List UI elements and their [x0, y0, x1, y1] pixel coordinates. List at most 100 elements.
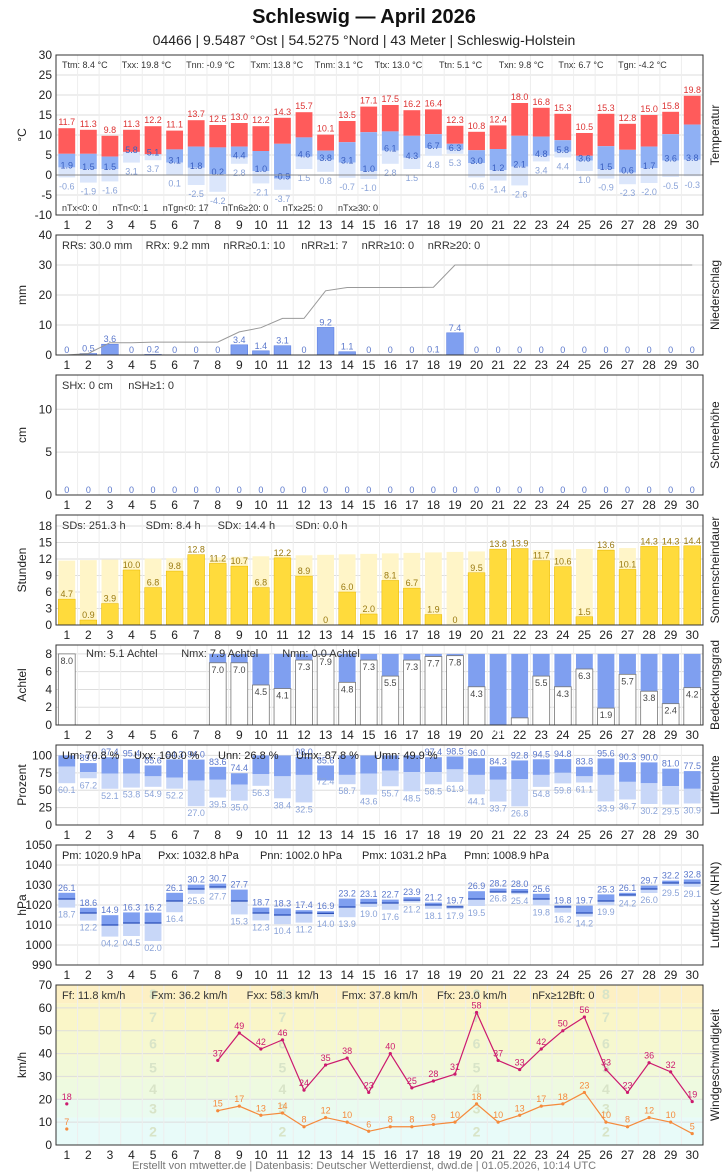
x-tick-label: 15	[362, 1148, 376, 1162]
gust-point	[237, 1031, 241, 1035]
plot-frame	[55, 744, 704, 826]
tmax-label: 12.2	[252, 115, 270, 125]
value-label: 7.8	[449, 658, 462, 668]
max-label: 28.2	[489, 879, 507, 889]
tgmin-label: -0.6	[59, 181, 75, 191]
stat-label: nRR≥0.1: 10	[223, 240, 285, 252]
stat-label: Ttx: 13.0 °C	[375, 60, 423, 70]
x-tick-label: 17	[405, 218, 419, 232]
tgmin-bar	[144, 154, 162, 161]
x-tick-label: 5	[150, 218, 157, 232]
stat-label: Nm: 5.1 Achtel	[86, 648, 158, 660]
gust-label: 35	[321, 1053, 331, 1063]
sun-bar	[424, 614, 443, 626]
tmax-bar	[338, 121, 356, 143]
gust-point	[65, 1102, 69, 1106]
x-tick-label: 5	[150, 1148, 157, 1162]
y-tick-label: 0	[45, 1138, 52, 1152]
min-bar	[295, 913, 313, 923]
x-tick-label: 19	[448, 828, 462, 842]
x-tick-label: 23	[535, 828, 549, 842]
min-bar	[619, 781, 636, 800]
y-tick-label: 12	[39, 552, 53, 566]
x-tick-label: 8	[214, 358, 221, 372]
tmax-label: 12.5	[209, 114, 227, 124]
max-bar	[187, 884, 205, 889]
x-tick-label: 21	[491, 828, 505, 842]
min-label: 18.1	[425, 911, 443, 921]
sun-bar	[79, 619, 98, 626]
x-tick-label: 15	[362, 218, 376, 232]
tgmin-bar	[252, 171, 270, 184]
min-label: 60.1	[58, 785, 76, 795]
gust-label: 58	[472, 1000, 482, 1010]
min-bar	[360, 773, 378, 795]
value-label: 0	[366, 345, 371, 355]
min-label: 67.2	[80, 780, 98, 790]
max-bar	[338, 898, 356, 907]
min-label: 33.9	[597, 803, 615, 813]
value-label: 0	[409, 345, 414, 355]
value-label: 1.1	[341, 342, 354, 352]
beaufort-label: 6	[279, 1035, 287, 1051]
plot-frame	[55, 844, 704, 966]
y-tick-label: 6	[45, 665, 52, 679]
tmin-bar	[101, 156, 119, 169]
min-bar	[252, 774, 270, 786]
max-label: 94.0	[187, 750, 205, 760]
y-axis-label: Prozent	[15, 764, 29, 806]
x-tick-label: 21	[491, 358, 505, 372]
clear-part-bar	[468, 653, 485, 687]
beaufort-label: 2	[602, 1123, 610, 1139]
min-bar	[274, 915, 291, 925]
tmax-label: 10.8	[468, 121, 486, 131]
min-bar	[187, 889, 205, 894]
min-bar	[101, 925, 119, 937]
x-tick-label: 14	[340, 358, 354, 372]
value-label: 0	[172, 345, 177, 355]
tmin-label: 6.1	[384, 144, 397, 154]
y-tick-label: 20	[39, 88, 53, 102]
value-label: 0	[539, 345, 544, 355]
possible-sun-bar	[79, 560, 97, 625]
clear-part-bar	[274, 653, 291, 689]
min-bar	[144, 923, 162, 941]
x-tick-label: 13	[319, 728, 333, 742]
x-tick-label: 19	[448, 498, 462, 512]
max-bar	[425, 757, 442, 773]
stat-label: nTx≥30: 0	[338, 203, 378, 213]
tmax-label: 17.1	[360, 96, 378, 106]
y-axis-label: cm	[15, 427, 29, 443]
x-tick-label: 25	[578, 218, 592, 232]
x-tick-label: 20	[470, 828, 484, 842]
beaufort-label: 8	[149, 986, 157, 1002]
clear-part-bar	[360, 653, 378, 661]
y-tick-label: 30	[39, 1069, 53, 1083]
x-tick-label: 9	[236, 358, 243, 372]
tmin-label: 3.0	[470, 156, 483, 166]
x-tick-label: 25	[578, 498, 592, 512]
x-tick-label: 17	[405, 728, 419, 742]
mean-wind-label: 10	[601, 1110, 611, 1120]
y-tick-label: 10	[39, 128, 53, 142]
stat-label: Txn: 9.8 °C	[499, 60, 545, 70]
x-tick-label: 25	[578, 728, 592, 742]
max-bar	[274, 755, 291, 777]
value-label: 0	[237, 485, 242, 495]
value-label: 8.1	[384, 570, 397, 580]
tmin-bar	[532, 136, 550, 156]
x-tick-label: 29	[664, 968, 678, 982]
precip-bar	[252, 350, 270, 356]
sun-bar	[230, 565, 248, 626]
max-bar	[662, 880, 680, 883]
sun-bar	[58, 598, 76, 626]
tmax-label: 12.2	[144, 115, 162, 125]
tmin-bar	[338, 142, 356, 163]
x-tick-label: 7	[193, 828, 200, 842]
x-tick-label: 11	[276, 968, 289, 982]
max-label: 14.9	[101, 905, 119, 915]
x-tick-label: 4	[128, 498, 135, 512]
stat-label: Fmx: 37.8 km/h	[342, 990, 418, 1002]
gust-point	[539, 1047, 543, 1051]
